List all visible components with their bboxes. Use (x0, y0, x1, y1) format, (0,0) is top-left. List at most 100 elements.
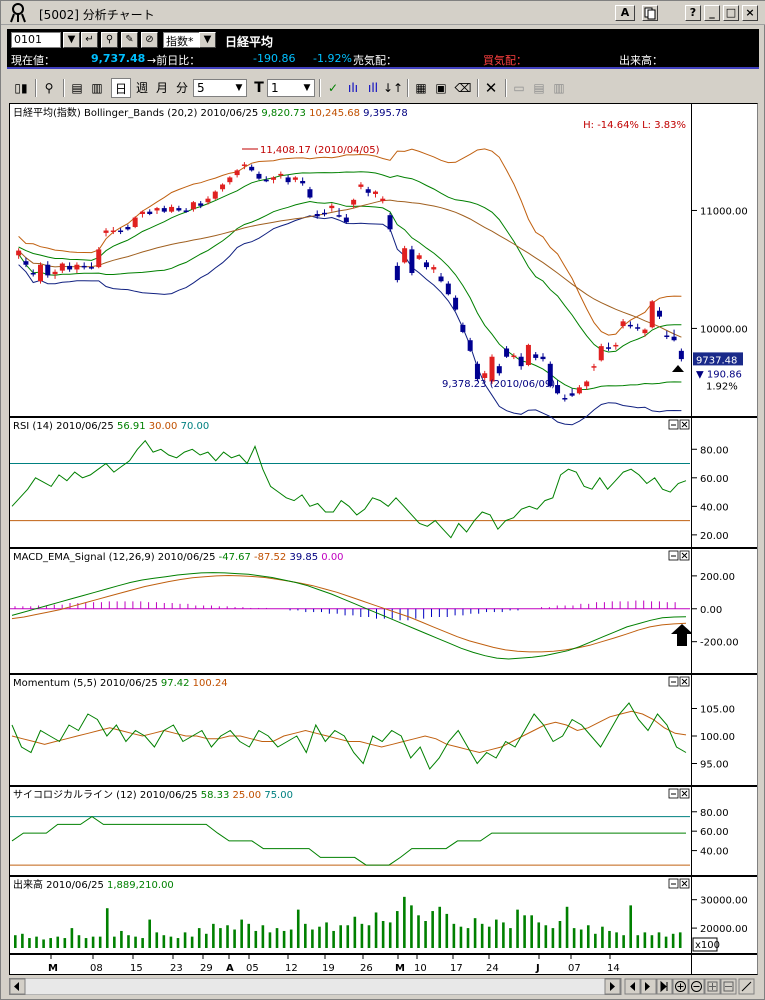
volume-bar (282, 930, 286, 948)
horizontal-scroll-bar[interactable] (8, 977, 758, 996)
window-layout-icon[interactable]: ▣ (435, 81, 447, 95)
quote-info-bar: 0101 ▼ ↵ ⚲ ✎ ⊘ 指数* ▼ 日経平均 現在値： 9,737.48 … (7, 29, 759, 69)
toolbar-separator (477, 79, 479, 97)
scroll-right-button[interactable] (604, 978, 621, 995)
bollinger-upper-band (18, 148, 682, 336)
font-button[interactable]: A (615, 5, 635, 21)
minute-interval-select[interactable]: 5 (193, 79, 247, 97)
collapse-icon[interactable] (720, 978, 737, 995)
x-axis-label: 08 (90, 963, 103, 974)
candle-body (81, 265, 87, 268)
axis-scale-icon[interactable] (738, 978, 755, 995)
help-button[interactable]: ? (685, 5, 701, 21)
last-price-change: ▼ 190.86 (696, 369, 742, 380)
volume-bar (374, 912, 378, 948)
x-axis-label: 23 (170, 963, 183, 974)
clear-icon[interactable]: ⊘ (141, 32, 158, 48)
volume-bar (162, 935, 166, 948)
period-minute-button[interactable]: 分 (175, 81, 188, 95)
title-bar[interactable]: [5002] 分析チャート A ? _ □ × (1, 1, 765, 25)
code-dropdown-chevron-icon[interactable]: ▼ (63, 32, 80, 48)
macd-close-glyph (681, 552, 688, 559)
toolbar-separator (407, 79, 409, 97)
psy-header-name: サイコロジカルライン (12) 2010/06/25 (13, 789, 201, 801)
chart-plot-area[interactable]: 日経平均(指数) Bollinger_Bands (20,2) 2010/06/… (9, 103, 692, 975)
change-percent: -1.92% (313, 52, 352, 65)
grid-icon[interactable]: ▦ (415, 81, 427, 95)
trend-line-icon[interactable]: ✓ (327, 81, 339, 95)
interval-dropdown-chevron-icon[interactable]: ▼ (235, 83, 243, 93)
x-axis-label: 29 (200, 963, 213, 974)
volume-bar (63, 938, 67, 948)
price-header: 日経平均(指数) Bollinger_Bands (20,2) 2010/06/… (13, 106, 408, 119)
candle-body (241, 164, 247, 166)
paste-disabled-icon[interactable]: ▥ (553, 81, 565, 95)
bar-chart-icon[interactable]: ılı (347, 81, 358, 95)
sort-icon[interactable]: ↓↑ (383, 81, 404, 95)
candle-body (569, 393, 575, 396)
candle-body (562, 398, 568, 400)
scroll-left-button[interactable] (9, 978, 26, 995)
tick-dropdown-chevron-icon[interactable]: ▼ (303, 83, 311, 93)
minimize-button[interactable]: _ (704, 5, 720, 21)
index-dropdown-chevron-icon[interactable]: ▼ (199, 32, 216, 48)
candle-body (351, 199, 357, 205)
volume-bar-icon[interactable]: ıll (367, 81, 378, 95)
volume-bar (98, 936, 102, 948)
eraser-icon[interactable]: ⌫ (454, 81, 472, 95)
candlestick-icon[interactable]: ▯▮ (14, 81, 28, 95)
tick-button[interactable]: T (254, 80, 264, 96)
new-document-icon[interactable]: ▤ (71, 81, 83, 95)
candle-body (423, 262, 429, 268)
volume-bar (240, 919, 243, 948)
zoom-icon[interactable]: ⚲ (44, 81, 54, 95)
x-axis-label: A (226, 963, 234, 974)
toolbar-separator (319, 79, 321, 97)
rsi-header: RSI (14) 2010/06/25 56.91 30.00 70.00 (13, 421, 209, 432)
volume-bar (84, 938, 88, 948)
close-button[interactable]: × (742, 5, 758, 21)
rsi-close-glyph (681, 421, 688, 428)
window-list-icon[interactable]: ▭ (513, 81, 525, 95)
copy-window-icon[interactable] (642, 5, 658, 21)
volume-bar (113, 936, 116, 948)
period-week-button[interactable]: 週 (135, 81, 148, 95)
copy-document-icon[interactable]: ▥ (91, 81, 103, 95)
macd-header: MACD_EMA_Signal (12,26,9) 2010/06/25 -47… (13, 552, 344, 563)
delete-icon[interactable]: ✕ (484, 79, 498, 97)
candle-body (220, 184, 226, 190)
scroll-end-icon[interactable] (656, 978, 673, 995)
scroll-prev-icon[interactable] (624, 978, 641, 995)
period-day-button[interactable]: 日 (111, 78, 131, 98)
candle-body (103, 230, 109, 233)
chart-svg[interactable]: 日経平均(指数) Bollinger_Bands (20,2) 2010/06/… (10, 104, 692, 975)
volume-bar (212, 923, 215, 948)
volume-bar (551, 928, 555, 948)
register-icon[interactable]: ✎ (121, 32, 138, 48)
change-label: →前日比： (147, 54, 201, 67)
maximize-button[interactable]: □ (723, 5, 739, 21)
tick-count-select[interactable]: 1 (267, 79, 315, 97)
volume-bar (671, 933, 675, 948)
candle-body (547, 363, 553, 387)
scroll-next-icon[interactable] (640, 978, 657, 995)
symbol-code-input[interactable]: 0101 (11, 32, 61, 48)
period-month-button[interactable]: 月 (155, 81, 168, 95)
candle-body (23, 261, 29, 265)
candle-body (606, 347, 612, 349)
expand-icon[interactable] (704, 978, 721, 995)
volume-header-value: 1,889,210.00 (107, 880, 174, 891)
bollinger-lower-band (18, 215, 682, 426)
x-axis-label: J (535, 963, 540, 974)
volume-bar (141, 938, 144, 948)
zoom-out-icon[interactable] (688, 978, 705, 995)
volume-bar (473, 918, 477, 948)
enter-icon[interactable]: ↵ (81, 32, 98, 48)
x-axis-label: 14 (607, 963, 620, 974)
zoom-in-icon[interactable] (672, 978, 689, 995)
candle-body (358, 184, 364, 187)
copy-disabled-icon[interactable]: ▤ (533, 81, 545, 95)
candle-body (59, 263, 65, 271)
search-icon[interactable]: ⚲ (101, 32, 118, 48)
